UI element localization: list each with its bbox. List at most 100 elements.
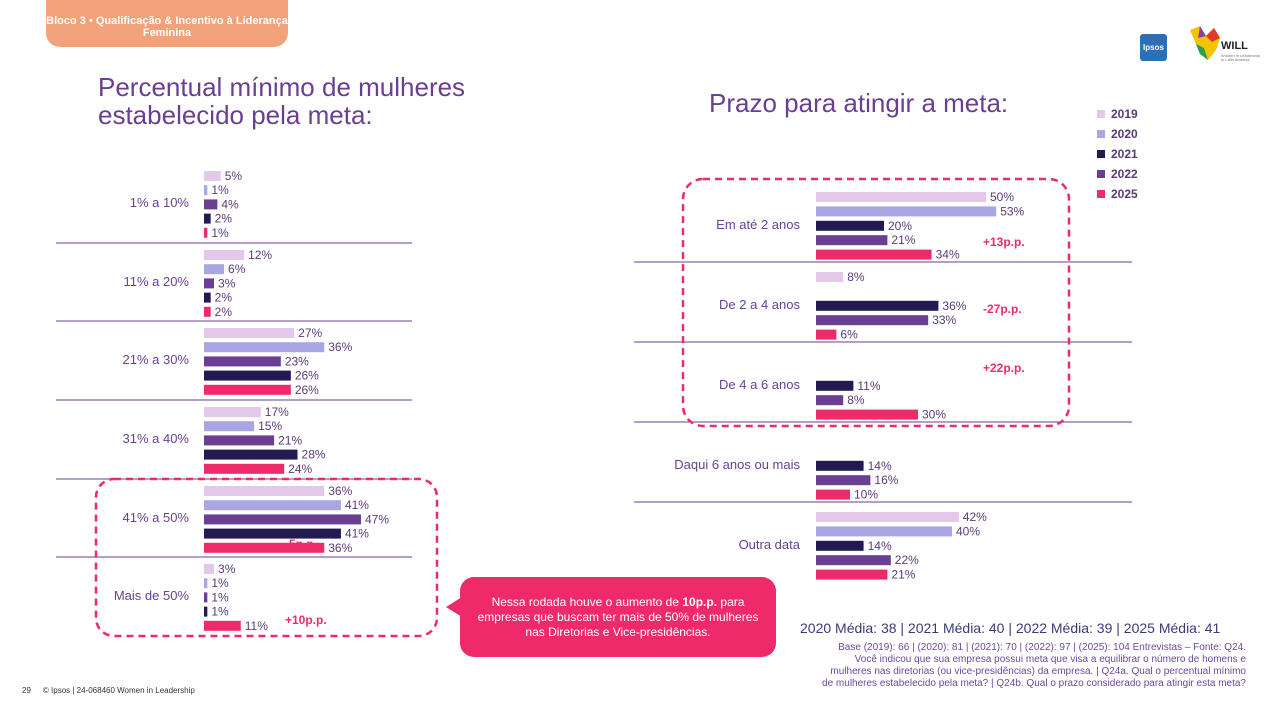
left-value-mais-de-50-2021: 1%: [211, 605, 229, 619]
legend: 2019 2020 2021 2022 2025: [1097, 104, 1138, 204]
legend-label-2021: 2021: [1111, 147, 1138, 161]
legend-swatch-2025: [1097, 190, 1105, 198]
left-value-21-a-30-2025: 26%: [295, 383, 319, 397]
left-value-1-a-10-2020: 1%: [211, 183, 229, 197]
left-bar-21-a-30-2020: [204, 342, 325, 353]
legend-swatch-2019: [1097, 110, 1105, 118]
right-bar-de-2-a-4-anos-2025: [816, 329, 837, 340]
left-bar-1-a-10-2025: [204, 227, 208, 238]
left-bar-31-a-40-2025: [204, 463, 285, 474]
legend-item-2022: 2022: [1097, 164, 1138, 184]
right-value-de-2-a-4-anos-2019: 8%: [847, 270, 865, 284]
left-value-21-a-30-2020: 36%: [328, 340, 352, 354]
left-bar-mais-de-50-2020: [204, 578, 208, 589]
callout-text-1: Nessa rodada houve o aumento de: [491, 595, 683, 609]
left-value-1-a-10-2022: 4%: [221, 197, 239, 211]
right-bar-de-4-a-6-anos-2021: [816, 380, 854, 391]
right-bar-outra-data-2022: [816, 555, 891, 566]
left-value-mais-de-50-2022: 1%: [211, 590, 229, 604]
left-bar-21-a-30-2022: [204, 356, 281, 367]
left-value-11-a-20-2025: 2%: [215, 305, 233, 319]
left-annotation-mais-de-50: +10p.p.: [285, 613, 327, 627]
left-value-31-a-40-2020: 15%: [258, 419, 282, 433]
legend-label-2025: 2025: [1111, 187, 1138, 201]
left-category-31-a-40: 31% a 40%: [123, 431, 190, 446]
legend-label-2019: 2019: [1111, 107, 1138, 121]
left-value-31-a-40-2025: 24%: [288, 462, 312, 476]
callout-text-2: para empresas que buscam ter mais de 50%…: [477, 595, 759, 639]
left-bar-41-a-50-2020: [204, 500, 341, 511]
right-bar-de-2-a-4-anos-2019: [816, 272, 844, 282]
legend-swatch-2022: [1097, 170, 1105, 178]
left-value-1-a-10-2021: 2%: [215, 212, 233, 226]
base-note: Base (2019): 66 | (2020): 81 | (2021): 7…: [822, 642, 1246, 689]
right-category-outra-data: Outra data: [739, 537, 801, 552]
legend-item-2019: 2019: [1097, 104, 1138, 124]
left-value-31-a-40-2019: 17%: [265, 405, 289, 419]
left-value-31-a-40-2021: 28%: [302, 448, 326, 462]
left-bar-31-a-40-2020: [204, 421, 255, 432]
right-bar-outra-data-2020: [816, 526, 952, 537]
left-value-11-a-20-2019: 12%: [248, 248, 272, 262]
right-value-de-2-a-4-anos-2025: 6%: [840, 328, 858, 342]
footer-text: © Ipsos | 24-068460 Women in Leadership: [42, 686, 195, 695]
left-bar-11-a-20-2025: [204, 306, 211, 317]
right-bar-em-at-2-anos-2025: [816, 249, 932, 260]
left-bar-21-a-30-2019: [204, 328, 295, 338]
left-value-41-a-50-2019: 36%: [328, 484, 352, 498]
callout-box: Nessa rodada houve o aumento de 10p.p. p…: [460, 577, 776, 657]
right-bar-em-at-2-anos-2022: [816, 235, 888, 246]
left-bar-11-a-20-2019: [204, 250, 245, 260]
legend-item-2020: 2020: [1097, 124, 1138, 144]
left-value-41-a-50-2021: 41%: [345, 527, 369, 541]
right-chart-title: Prazo para atingir a meta:: [709, 88, 1009, 118]
right-value-outra-data-2022: 22%: [895, 553, 919, 567]
left-bar-21-a-30-2021: [204, 370, 291, 381]
right-value-de-4-a-6-anos-2025: 30%: [922, 408, 946, 422]
left-value-21-a-30-2019: 27%: [298, 326, 322, 340]
right-category-de-4-a-6-anos: De 4 a 6 anos: [719, 377, 800, 392]
right-value-em-at-2-anos-2022: 21%: [891, 233, 915, 247]
right-category-de-2-a-4-anos: De 2 a 4 anos: [719, 297, 800, 312]
right-value-outra-data-2021: 14%: [868, 539, 892, 553]
section-tag: Bloco 3 • Qualificação & Incentivo à Lid…: [46, 0, 288, 47]
left-bar-41-a-50-2022: [204, 514, 361, 525]
left-bar-11-a-20-2020: [204, 264, 225, 275]
right-annotation-de-4-a-6-anos: +22p.p.: [983, 361, 1025, 375]
right-category-em-at-2-anos: Em até 2 anos: [716, 217, 800, 232]
right-bar-daqui-6-anos-ou-mais-2021: [816, 460, 864, 471]
right-value-em-at-2-anos-2019: 50%: [990, 190, 1014, 204]
left-value-11-a-20-2022: 3%: [218, 276, 236, 290]
right-value-em-at-2-anos-2020: 53%: [1000, 204, 1024, 218]
right-bar-em-at-2-anos-2020: [816, 206, 997, 217]
left-value-41-a-50-2025: 36%: [328, 541, 352, 555]
right-highlight-box: [681, 177, 1071, 428]
right-value-outra-data-2025: 21%: [891, 568, 915, 582]
legend-item-2025: 2025: [1097, 184, 1138, 204]
legend-swatch-2021: [1097, 150, 1105, 158]
will-logo-tagline: Women in Leadership in Latin America: [1221, 53, 1260, 62]
left-bar-41-a-50-2019: [204, 486, 325, 496]
left-bar-41-a-50-2021: [204, 528, 341, 539]
legend-swatch-2020: [1097, 130, 1105, 138]
left-bar-11-a-20-2021: [204, 292, 211, 303]
page-number: 29: [22, 686, 31, 695]
right-bar-outra-data-2021: [816, 540, 864, 551]
left-value-41-a-50-2020: 41%: [345, 498, 369, 512]
right-value-daqui-6-anos-ou-mais-2025: 10%: [854, 488, 878, 502]
right-value-outra-data-2019: 42%: [963, 510, 987, 524]
right-bar-de-2-a-4-anos-2022: [816, 315, 929, 326]
left-bar-41-a-50-2025: [204, 542, 325, 553]
left-bar-31-a-40-2019: [204, 407, 261, 417]
left-value-11-a-20-2020: 6%: [228, 262, 246, 276]
left-bar-mais-de-50-2022: [204, 592, 208, 603]
left-chart-title: Percentual mínimo de mulheres estabeleci…: [98, 72, 466, 130]
left-value-1-a-10-2019: 5%: [225, 169, 243, 183]
right-value-de-2-a-4-anos-2022: 33%: [932, 313, 956, 327]
right-value-em-at-2-anos-2025: 34%: [936, 248, 960, 262]
left-bar-11-a-20-2022: [204, 278, 215, 289]
left-value-41-a-50-2022: 47%: [365, 512, 389, 526]
left-bar-mais-de-50-2021: [204, 606, 208, 617]
right-bar-outra-data-2019: [816, 512, 959, 522]
